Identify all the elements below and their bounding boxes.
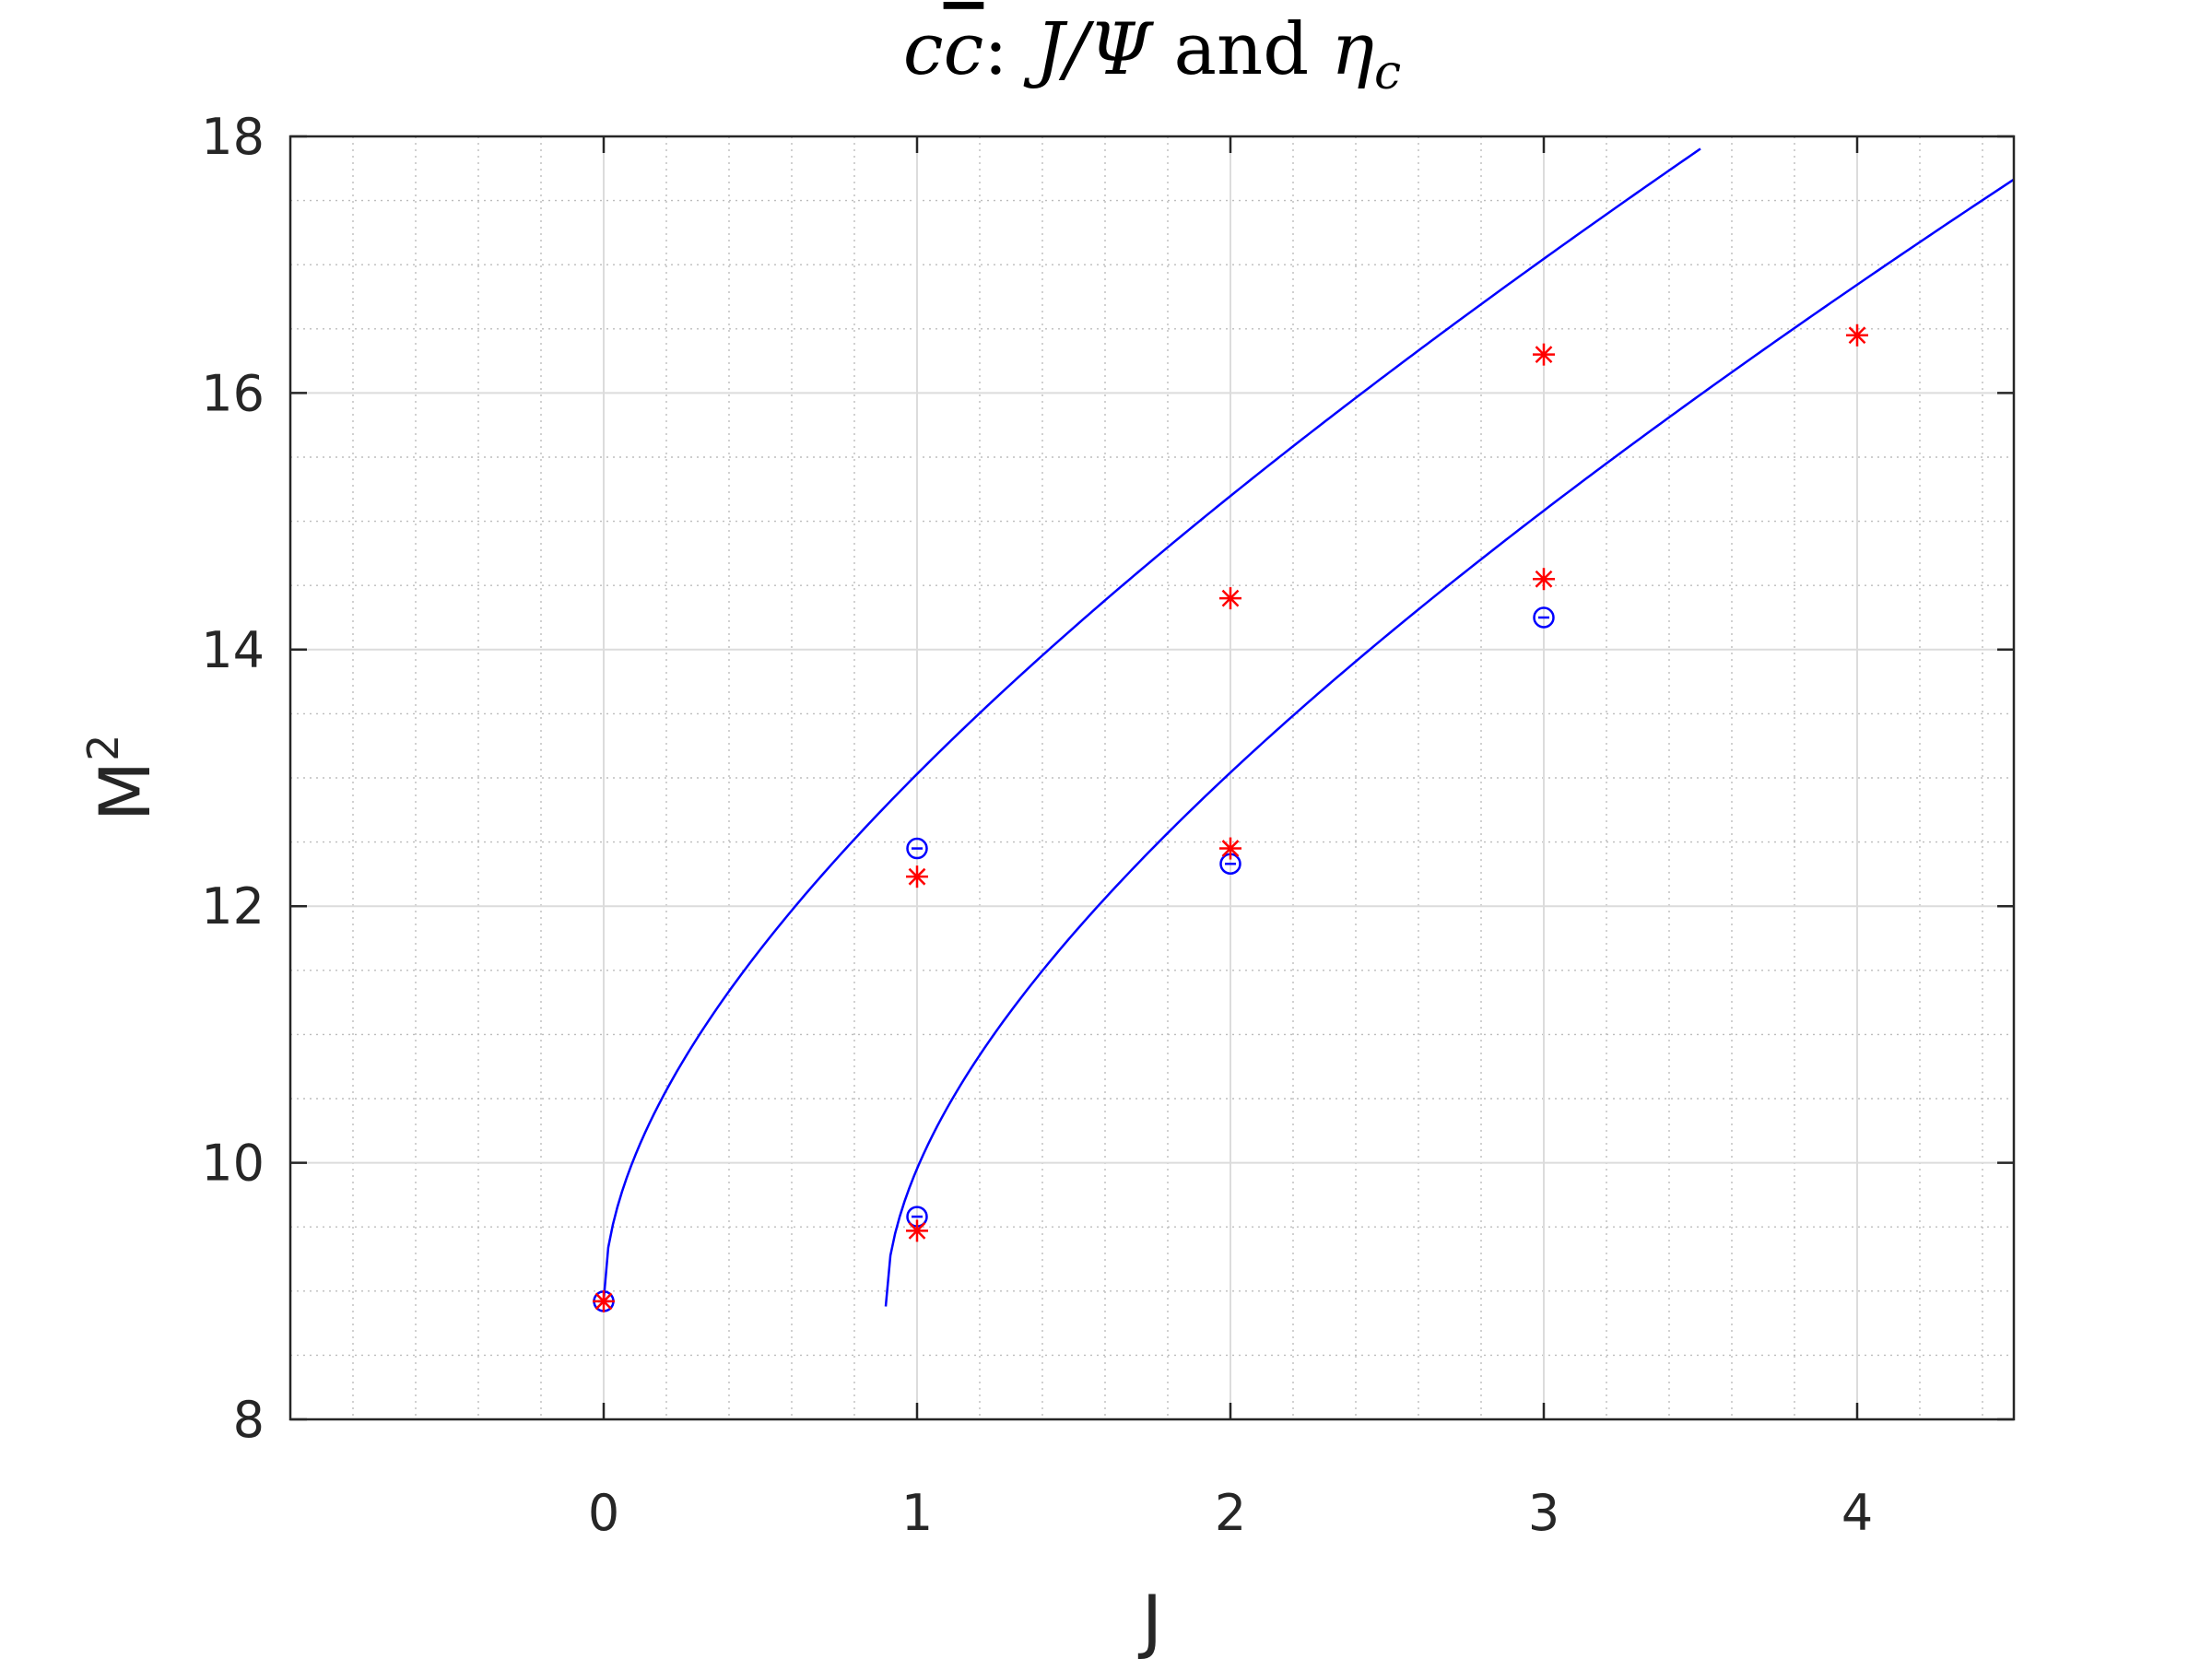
- y-tick-label: 14: [201, 621, 265, 679]
- title-cbar: c: [944, 8, 984, 91]
- computed-point-asterisk: [1533, 343, 1555, 366]
- y-axis-label: M2: [78, 735, 166, 822]
- y-tick-label: 12: [201, 877, 265, 935]
- computed-point-asterisk: [593, 1289, 615, 1312]
- title-colon: :: [983, 8, 1007, 91]
- y-axis-label-superscript: 2: [78, 735, 128, 761]
- y-tick-label: 8: [233, 1391, 265, 1449]
- asterisk-stroke: [1221, 840, 1240, 857]
- axis-ticks: [290, 135, 2014, 1421]
- computed-point-asterisk: [906, 1219, 928, 1242]
- y-tick-labels: 8 10 12 14 16 18: [201, 108, 265, 1449]
- x-tick-labels: 0 1 2 3 4: [588, 1484, 1873, 1542]
- asterisk-stroke: [1848, 326, 1866, 345]
- measured-point-circle: [906, 837, 928, 860]
- x-tick-label: 2: [1215, 1484, 1246, 1542]
- y-tick-label: 18: [201, 108, 265, 166]
- computed-point-asterisk: [1219, 587, 1241, 610]
- x-tick-label: 3: [1528, 1484, 1559, 1542]
- x-tick-label: 1: [901, 1484, 933, 1542]
- y-axis-label-base: M: [84, 761, 166, 822]
- x-axis-label: J: [1138, 1580, 1162, 1659]
- asterisk-stroke: [594, 1292, 613, 1311]
- computed-point-asterisk: [906, 865, 928, 888]
- y-tick-label: 16: [201, 364, 265, 422]
- title-jpsi: J/Ψ: [1023, 8, 1155, 91]
- y-tick-label: 10: [201, 1135, 265, 1193]
- title-and: and: [1174, 8, 1310, 91]
- minor-grid: [290, 136, 2014, 1419]
- plot-frame: [288, 135, 2016, 1421]
- computed-point-asterisk: [1533, 568, 1555, 591]
- trajectory-curve-1: [602, 147, 1701, 1300]
- asterisk-stroke: [1221, 589, 1240, 607]
- title-c: c: [903, 8, 944, 91]
- asterisk-stroke: [1535, 570, 1553, 588]
- x-tick-label: 4: [1841, 1484, 1873, 1542]
- title-eta-subscript: c: [1374, 45, 1401, 100]
- trajectory-curve-2: [884, 178, 2015, 1307]
- computed-point-asterisk: [1846, 324, 1868, 347]
- title-eta: η: [1331, 8, 1374, 91]
- x-tick-label: 0: [588, 1484, 619, 1542]
- asterisk-stroke: [908, 1221, 926, 1240]
- plot-background: [290, 136, 2014, 1419]
- measured-point-circle: [1533, 606, 1555, 629]
- data-markers: [593, 324, 1868, 1312]
- chart-title: cc: J/Ψ and ηc: [903, 8, 1401, 100]
- computed-point-asterisk: [1219, 837, 1241, 860]
- asterisk-stroke: [1535, 346, 1553, 364]
- asterisk-stroke: [908, 867, 926, 886]
- fit-curves: [602, 147, 2015, 1307]
